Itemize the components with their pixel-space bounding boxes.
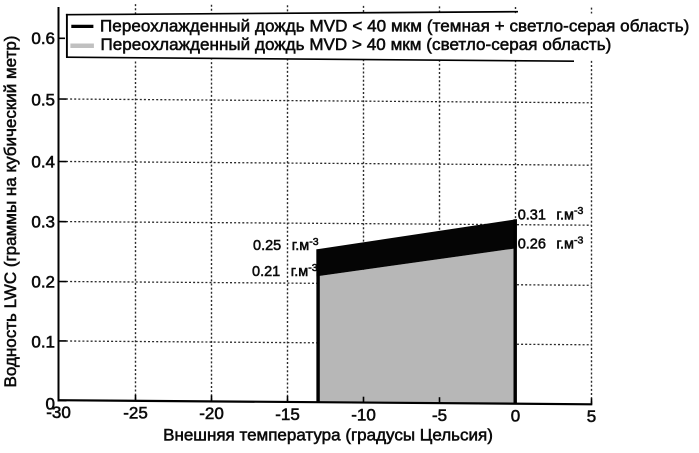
svg-text:0.2: 0.2 xyxy=(31,273,55,292)
svg-text:-25: -25 xyxy=(123,404,148,423)
svg-text:0.31 г.м-3: 0.31 г.м-3 xyxy=(518,205,584,223)
svg-text:-30: -30 xyxy=(46,403,71,422)
svg-text:Водность LWC (граммы на кубиче: Водность LWC (граммы на кубический метр) xyxy=(1,36,20,388)
svg-text:0.4: 0.4 xyxy=(31,153,55,172)
svg-text:Переохлажденный дождь MVD < 40: Переохлажденный дождь MVD < 40 мкм (темн… xyxy=(100,17,689,36)
svg-text:-20: -20 xyxy=(199,404,224,423)
svg-text:0.5: 0.5 xyxy=(31,90,55,109)
svg-text:Переохлажденный дождь MVD > 40: Переохлажденный дождь MVD > 40 мкм (свет… xyxy=(101,35,612,54)
svg-text:-15: -15 xyxy=(275,405,300,424)
svg-text:-5: -5 xyxy=(432,406,447,425)
svg-text:-10: -10 xyxy=(351,405,376,424)
svg-text:0.25 г.м-3: 0.25 г.м-3 xyxy=(253,236,319,254)
svg-text:0.3: 0.3 xyxy=(31,213,55,232)
svg-text:5: 5 xyxy=(587,407,596,426)
svg-text:0: 0 xyxy=(511,407,520,426)
svg-text:0.21 г.м-3: 0.21 г.м-3 xyxy=(252,262,318,280)
svg-text:0.6: 0.6 xyxy=(31,29,55,48)
svg-text:0.1: 0.1 xyxy=(31,332,55,351)
svg-text:0.26 г.м-3: 0.26 г.м-3 xyxy=(518,234,584,252)
svg-text:0: 0 xyxy=(46,394,55,413)
svg-text:Внешняя температура (градусы Ц: Внешняя температура (градусы Цельсия) xyxy=(163,425,493,444)
